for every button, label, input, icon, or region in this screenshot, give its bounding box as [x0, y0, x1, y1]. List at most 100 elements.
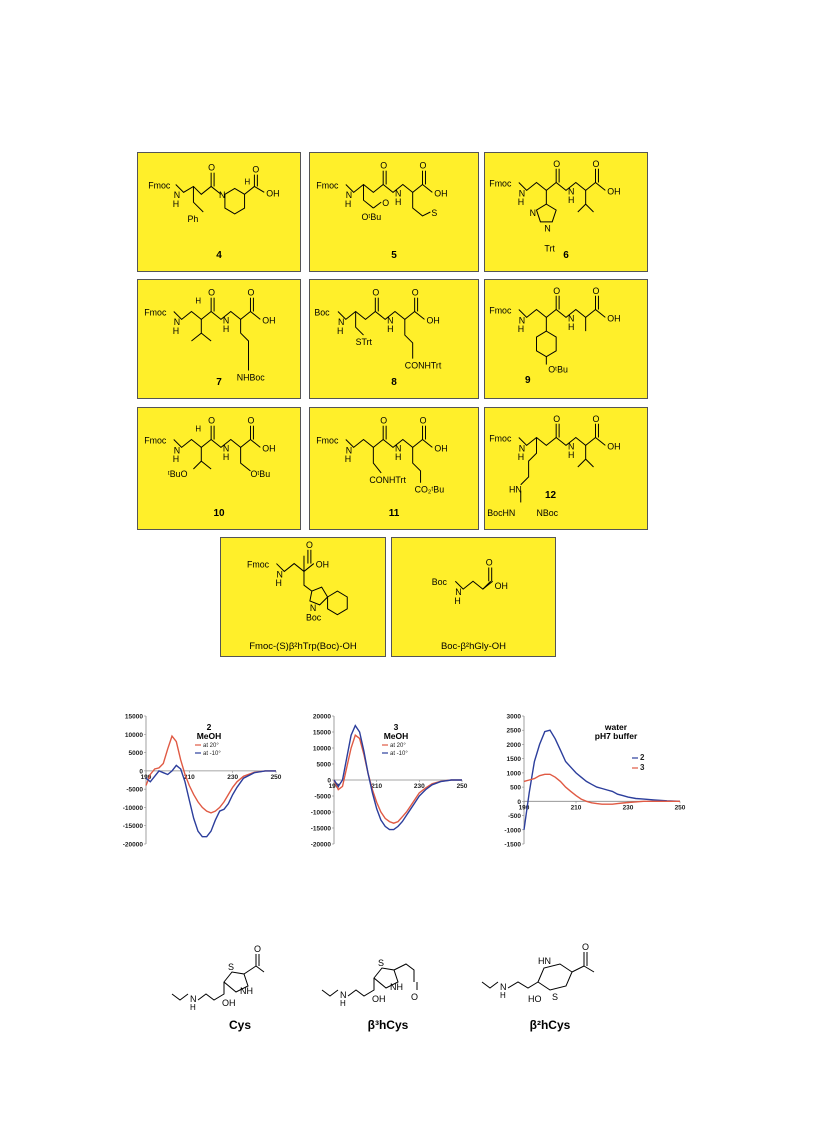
compound-box-6: Fmoc N H O N H O OH N N Trt 6 [484, 152, 648, 272]
svg-text:HO: HO [528, 994, 542, 1004]
svg-text:O: O [593, 159, 600, 169]
svg-text:O: O [420, 416, 427, 426]
svg-text:CO₂ᵗBu: CO₂ᵗBu [415, 485, 445, 495]
compound-label-9: 9 [525, 375, 531, 386]
svg-text:O: O [254, 944, 261, 954]
svg-text:O: O [582, 942, 589, 952]
x-tick-label: 250 [457, 783, 468, 790]
svg-text:H: H [340, 999, 346, 1008]
svg-text:O: O [372, 288, 379, 298]
legend-label: at 20° [203, 743, 219, 749]
svg-text:HN: HN [538, 956, 551, 966]
x-tick-label: 250 [271, 774, 282, 781]
svg-text:H: H [518, 324, 524, 334]
b3hcys-label: β³hCys [348, 1018, 428, 1032]
svg-text:O: O [248, 416, 255, 426]
c4-t0: Fmoc [148, 180, 171, 190]
compound-box-7: Fmoc N H H O N H O OH NHBoc 7 [137, 279, 301, 399]
cd-chart-3-meoh: 20000 15000 10000 5000 0 -5000 -10000 -15000 -20… [300, 712, 468, 850]
svg-text:H: H [337, 326, 343, 336]
y-tick-label: -1000 [504, 827, 521, 834]
svg-text:NBoc: NBoc [536, 508, 558, 518]
cd-chart-water: 3000 2500 2000 1500 1000 500 0 -500 -1000 -1500 19… [490, 712, 686, 850]
svg-text:Fmoc: Fmoc [489, 178, 512, 188]
svg-text:NH: NH [390, 982, 403, 992]
svg-text:Fmoc: Fmoc [489, 433, 512, 443]
svg-text:CONHTrt: CONHTrt [405, 361, 442, 371]
svg-text:O: O [208, 163, 215, 173]
svg-text:OH: OH [426, 315, 439, 325]
compound-box-8: Boc N H O N H O OH STrt CONHTrt 8 [309, 279, 479, 399]
svg-text:H: H [454, 596, 460, 606]
svg-text:OᵗBu: OᵗBu [548, 364, 568, 374]
compound-label-12: 12 [545, 490, 556, 501]
svg-text:N: N [530, 208, 536, 218]
x-tick-label: 250 [675, 804, 686, 811]
svg-text:Fmoc: Fmoc [247, 560, 270, 570]
structure-cys: S NH OH N H O [168, 938, 318, 1010]
svg-text:STrt: STrt [356, 337, 373, 347]
legend-label: at -10° [390, 751, 408, 757]
y-tick-label: 2500 [507, 728, 522, 735]
svg-text:OH: OH [434, 443, 447, 453]
svg-text:NH: NH [240, 986, 253, 996]
svg-text:N: N [310, 603, 316, 613]
legend-label: at -10° [203, 751, 221, 757]
compound-label-gly: Boc-β²hGly-OH [392, 641, 555, 652]
svg-text:OH: OH [434, 188, 447, 198]
y-tick-label: 10000 [313, 746, 331, 753]
compound-label-6: 6 [485, 250, 647, 261]
svg-text:H: H [387, 324, 393, 334]
svg-text:H: H [173, 454, 179, 464]
svg-text:S: S [431, 208, 437, 218]
y-tick-label: 1500 [507, 756, 522, 763]
y-tick-label: 10000 [125, 732, 143, 739]
cys-label: Cys [210, 1018, 270, 1032]
legend-label: 3 [640, 763, 645, 772]
compound-box-11: Fmoc N H O N H O OH CONHTrt CO₂ᵗBu 11 [309, 407, 479, 530]
svg-text:S: S [228, 962, 234, 972]
svg-text:H: H [195, 297, 201, 306]
y-tick-label: 15000 [125, 714, 143, 721]
structure-b3hcys: S NH OH N H O [318, 938, 468, 1010]
svg-text:OᵗBu: OᵗBu [250, 469, 270, 479]
svg-text:O: O [411, 992, 418, 1002]
svg-text:H: H [395, 452, 401, 462]
series-line-0 [524, 730, 680, 830]
compound-label-trp: Fmoc-(S)β²hTrp(Boc)-OH [221, 641, 385, 652]
y-tick-label: 1000 [507, 770, 522, 777]
compound-box-trp: Fmoc N H O OH N Boc Fmoc-(S)β²hTrp(Boc)-… [220, 537, 386, 657]
structure-b2hcys: HN S HO N H O [478, 938, 638, 1010]
compound-box-gly: Boc N H O OH Boc-β²hGly-OH [391, 537, 556, 657]
svg-text:O: O [420, 161, 427, 171]
y-tick-label: 5000 [317, 762, 332, 769]
svg-text:Fmoc: Fmoc [489, 305, 512, 315]
svg-text:H: H [395, 197, 401, 207]
svg-text:H: H [345, 454, 351, 464]
svg-text:N: N [544, 224, 550, 234]
svg-text:H: H [245, 177, 251, 186]
svg-text:H: H [568, 322, 574, 332]
svg-text:O: O [486, 558, 493, 568]
svg-text:Boc: Boc [306, 613, 322, 623]
svg-text:BocHN: BocHN [487, 508, 515, 518]
series-line-1 [146, 765, 276, 836]
legend-label: at 20° [390, 743, 406, 749]
x-tick-label: 230 [227, 774, 238, 781]
compound-box-4: Fmoc N H O N OH O Ph H 4 [137, 152, 301, 272]
svg-text:O: O [248, 288, 255, 298]
structure-gly: Boc N H O OH [392, 538, 555, 656]
y-tick-label: 3000 [507, 714, 522, 721]
compound-label-10: 10 [138, 508, 300, 519]
svg-text:O: O [553, 159, 560, 169]
svg-text:ᵗBuO: ᵗBuO [168, 469, 188, 479]
y-tick-label: -15000 [123, 823, 144, 830]
y-tick-label: -20000 [311, 842, 332, 849]
svg-text:H: H [275, 578, 281, 588]
y-tick-label: 5000 [129, 750, 144, 757]
svg-text:O: O [208, 416, 215, 426]
svg-text:S: S [378, 958, 384, 968]
y-tick-label: -500 [508, 813, 521, 820]
svg-text:OH: OH [607, 441, 620, 451]
y-tick-label: 15000 [313, 730, 331, 737]
